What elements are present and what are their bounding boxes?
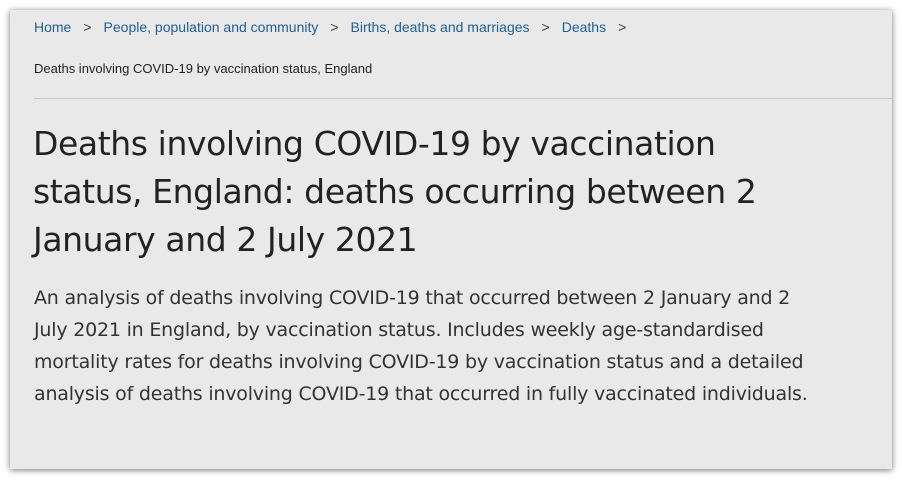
breadcrumb-current-page: Deaths involving COVID-19 by vaccination… <box>34 61 373 76</box>
page-summary: An analysis of deaths involving COVID-19… <box>34 287 808 405</box>
breadcrumb-separator: > <box>83 19 92 35</box>
breadcrumb-separator: > <box>618 19 627 35</box>
page-frame: Home > People, population and community > Bi… <box>10 10 892 469</box>
breadcrumb-separator: > <box>330 19 339 35</box>
breadcrumb-births-deaths-marriages[interactable]: Births, deaths and marriages <box>350 19 530 35</box>
breadcrumb-separator: > <box>541 19 550 35</box>
breadcrumb-divider <box>34 98 892 99</box>
breadcrumb-people-population-community[interactable]: People, population and community <box>103 19 319 35</box>
breadcrumb-deaths[interactable]: Deaths <box>561 19 607 35</box>
breadcrumb: Home > People, population and community > Bi… <box>34 19 638 35</box>
page-title: Deaths involving COVID-19 by vaccination… <box>33 124 757 259</box>
breadcrumb-home[interactable]: Home <box>34 19 72 35</box>
